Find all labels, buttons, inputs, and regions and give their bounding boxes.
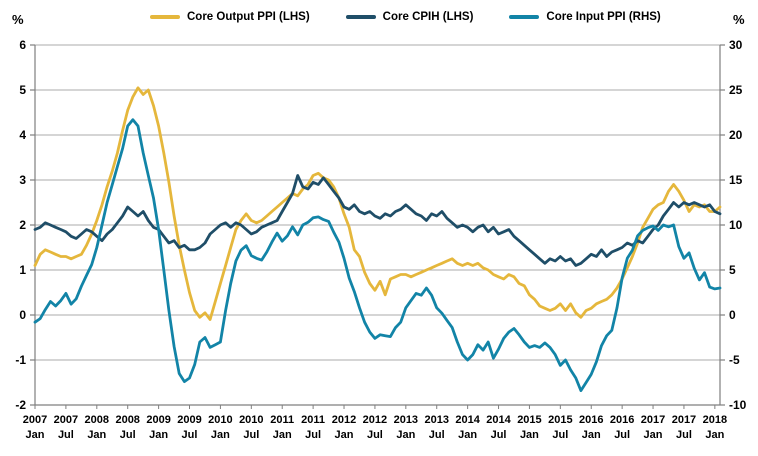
legend-swatch (150, 15, 180, 19)
right-axis-tick-label: 15 (729, 173, 743, 187)
x-axis-tick-label: 2008 Jan (85, 414, 109, 441)
right-axis-tick-label: 25 (729, 83, 743, 97)
x-axis-tick-label: 2014 Jul (486, 414, 511, 441)
x-axis-tick-label: 2016 Jan (579, 414, 603, 441)
x-axis-tick-label: 2007 Jul (54, 414, 78, 441)
left-axis-tick-label: -1 (15, 353, 26, 367)
right-axis-unit-label: % (733, 12, 745, 27)
series-line-core-cpih-lhs (33, 174, 722, 267)
right-axis-tick-label: 20 (729, 128, 743, 142)
x-axis-tick-label: 2007 Jan (23, 414, 47, 441)
right-axis-tick-label: 5 (729, 263, 736, 277)
left-axis-tick-label: 6 (19, 38, 26, 52)
left-axis-tick-label: -2 (15, 398, 26, 412)
legend-swatch (509, 15, 540, 19)
legend-swatch (345, 15, 376, 19)
left-axis-unit-label: % (12, 12, 24, 27)
x-axis-tick-label: 2017 Jul (672, 414, 696, 441)
left-axis-tick-label: 1 (19, 263, 26, 277)
x-axis-tick-label: 2011 Jul (301, 414, 325, 441)
legend-item: Core CPIH (LHS) (345, 11, 474, 23)
left-axis-tick-label: 3 (19, 173, 26, 187)
x-axis-tick-label: 2008 Jul (115, 414, 139, 441)
legend-label: Core CPIH (LHS) (382, 11, 474, 23)
right-axis-tick-label: 0 (729, 308, 736, 322)
series-line-core-input-ppi-rhs (33, 118, 722, 393)
right-axis-tick-label: -5 (729, 353, 740, 367)
x-axis-tick-label: 2017 Jan (641, 414, 665, 441)
x-axis-tick-label: 2013 Jan (394, 414, 418, 441)
legend-label: Core Output PPI (LHS) (187, 11, 310, 23)
left-axis-tick-label: 4 (19, 128, 26, 142)
x-axis-tick-label: 2014 Jan (455, 414, 480, 441)
left-axis-tick-label: 2 (19, 218, 26, 232)
series-line-core-output-ppi-lhs (33, 86, 722, 321)
legend-label: Core Input PPI (RHS) (546, 11, 661, 23)
legend-item: Core Output PPI (LHS) (150, 11, 310, 23)
x-axis-tick-label: 2011 Jan (270, 414, 294, 441)
x-axis-tick-label: 2016 Jul (610, 414, 634, 441)
left-axis-tick-label: 0 (19, 308, 26, 322)
left-axis-tick-label: 5 (19, 83, 26, 97)
x-axis-tick-label: 2010 Jan (208, 414, 232, 441)
x-axis-tick-label: 2012 Jan (332, 414, 356, 441)
x-axis-tick-label: 2015 Jan (517, 414, 541, 441)
right-axis-tick-label: 30 (729, 38, 743, 52)
x-axis-tick-label: 2015 Jul (548, 414, 572, 441)
legend-item: Core Input PPI (RHS) (509, 11, 661, 23)
right-axis-tick-label: -10 (729, 398, 747, 412)
x-axis-tick-label: 2012 Jul (363, 414, 387, 441)
right-axis-tick-label: 10 (729, 218, 743, 232)
x-axis-tick-label: 2009 Jul (177, 414, 201, 441)
x-axis-tick-label: 2013 Jul (424, 414, 448, 441)
x-axis-tick-label: 2018 Jan (703, 414, 727, 441)
chart-legend: Core Output PPI (LHS) Core CPIH (LHS) Core… (150, 11, 661, 23)
x-axis-tick-label: 2009 Jan (146, 414, 170, 441)
x-axis-tick-label: 2010 Jul (239, 414, 263, 441)
